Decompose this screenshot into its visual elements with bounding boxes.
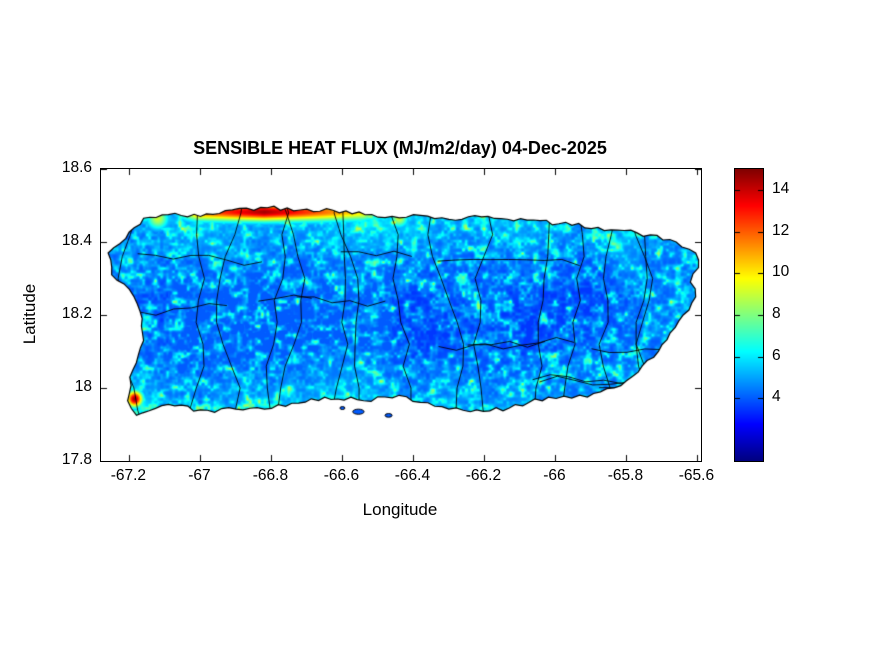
colorbar-tick-label: 6 [772,346,781,364]
plot-area [100,168,702,462]
x-tick-label: -66.8 [252,467,289,484]
colorbar [734,168,764,462]
y-tick-label: 18.4 [61,232,92,249]
y-tick-label: 17.8 [61,451,92,468]
x-tick-label: -65.8 [607,467,644,484]
x-tick-label: -66.6 [323,467,360,484]
colorbar-tick-label: 14 [772,179,790,197]
chart-title: SENSIBLE HEAT FLUX (MJ/m2/day) 04-Dec-20… [193,138,607,158]
x-axis-label: Longitude [362,500,438,519]
x-tick-label: -67 [188,467,211,484]
x-tick-label: -65.6 [678,467,715,484]
colorbar-canvas [735,169,763,461]
heatmap-canvas [101,169,701,461]
y-tick-label: 18 [74,378,92,395]
colorbar-tick-label: 10 [772,263,790,281]
y-tick-label: 18.2 [61,305,92,322]
colorbar-tick-label: 12 [772,221,790,239]
y-tick-label: 18.6 [61,159,92,176]
colorbar-tick-label: 4 [772,388,781,406]
x-tick-label: -67.2 [110,467,147,484]
x-tick-label: -66 [543,467,566,484]
colorbar-tick-label: 8 [772,305,781,322]
x-tick-label: -66.2 [465,467,502,484]
x-tick-label: -66.4 [394,467,431,484]
